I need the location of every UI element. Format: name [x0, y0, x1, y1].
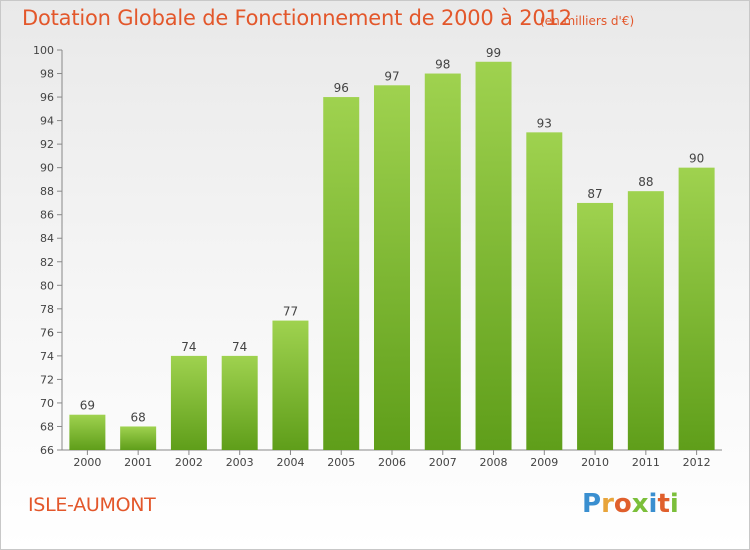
chart-subtitle: (en milliers d'€): [540, 14, 635, 28]
logo-letter: x: [631, 489, 649, 519]
y-tick-label: 74: [40, 350, 54, 363]
data-label-2006: 97: [384, 69, 399, 83]
x-tick-label: 2004: [276, 456, 304, 469]
bar-2001: [120, 426, 157, 450]
data-label-2009: 93: [537, 116, 552, 130]
bar-2006: [374, 85, 410, 450]
x-tick-label: 2002: [175, 456, 203, 469]
x-tick-label: 2003: [226, 456, 254, 469]
bar-2004: [272, 320, 309, 450]
x-tick-label: 2000: [73, 456, 101, 469]
logo-letter: i: [648, 489, 658, 519]
logo-letter: t: [657, 489, 670, 519]
bar-2010: [577, 202, 614, 450]
bar-2012: [678, 167, 715, 450]
x-tick-label: 2006: [378, 456, 406, 469]
chart-title: Dotation Globale de Fonctionnement de 20…: [22, 6, 572, 30]
y-tick-label: 72: [40, 373, 54, 386]
commune-name: ISLE-AUMONT: [28, 494, 156, 516]
x-tick-label: 2001: [124, 456, 152, 469]
y-tick-label: 92: [40, 138, 54, 151]
logo-letter: P: [582, 489, 602, 519]
y-tick-label: 78: [40, 303, 54, 316]
data-label-2010: 87: [587, 187, 602, 201]
x-tick-label: 2011: [632, 456, 660, 469]
data-label-2008: 99: [486, 46, 501, 60]
data-label-2007: 98: [435, 58, 450, 72]
logo-letter: o: [613, 489, 632, 519]
data-label-2012: 90: [689, 152, 704, 166]
bar-2000: [69, 414, 106, 450]
data-labels: 69 68 74 74 77 96 97 98 99 93 87 88 90: [80, 46, 705, 425]
data-label-2004: 77: [283, 305, 298, 319]
data-label-2003: 74: [232, 340, 247, 354]
y-tick-label: 88: [40, 185, 54, 198]
bar-2009: [526, 132, 563, 450]
y-tick-label: 82: [40, 256, 54, 269]
data-label-2001: 68: [131, 410, 146, 424]
x-tick-label: 2007: [429, 456, 457, 469]
y-tick-label: 84: [40, 232, 54, 245]
bars: [69, 61, 715, 451]
bar-2008: [475, 61, 512, 450]
bar-2005: [323, 97, 360, 450]
x-axis: 2000 2001 2002 2003 2004 2005 2006 2007 2008 2009…: [62, 449, 722, 469]
data-label-2002: 74: [181, 340, 196, 354]
bar-2003: [221, 355, 258, 450]
logo-letter: i: [669, 489, 679, 519]
y-tick-label: 70: [40, 397, 54, 410]
y-tick-label: 100: [33, 44, 54, 57]
x-tick-label: 2012: [683, 456, 711, 469]
y-tick-label: 76: [40, 326, 54, 339]
logo-letter: r: [601, 489, 614, 519]
y-tick-label: 66: [40, 444, 54, 457]
x-tick-label: 2009: [530, 456, 558, 469]
y-tick-label: 98: [40, 68, 54, 81]
y-tick-label: 80: [40, 279, 54, 292]
data-label-2005: 96: [334, 81, 349, 95]
y-tick-label: 68: [40, 420, 54, 433]
y-tick-label: 94: [40, 115, 54, 128]
bar-2011: [627, 191, 664, 451]
x-tick-label: 2008: [480, 456, 508, 469]
y-axis: 66 68 70 72 74 76 78 80 82 84 86 88 90 92 94 96 98 100: [33, 44, 63, 457]
proxiti-logo[interactable]: Proxiti: [582, 489, 679, 519]
y-tick-label: 86: [40, 209, 54, 222]
x-tick-label: 2010: [581, 456, 609, 469]
data-label-2000: 69: [80, 399, 95, 413]
data-label-2011: 88: [638, 175, 653, 189]
y-tick-label: 90: [40, 162, 54, 175]
x-tick-label: 2005: [327, 456, 355, 469]
bar-2007: [424, 73, 461, 450]
bar-2002: [170, 355, 207, 450]
y-tick-label: 96: [40, 91, 54, 104]
